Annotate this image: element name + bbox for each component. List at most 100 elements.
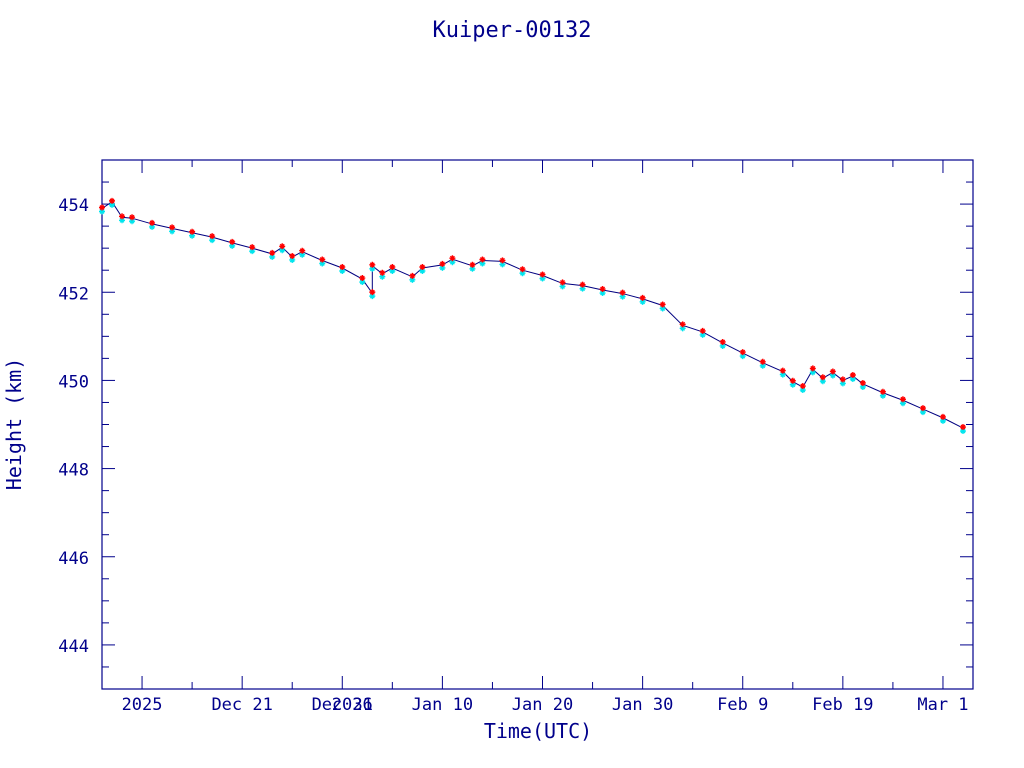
data-point-red: [559, 279, 566, 286]
data-point-cyan: [599, 290, 606, 297]
marker-star-cyan: [519, 270, 526, 277]
data-point-cyan: [109, 201, 116, 208]
data-point-cyan: [679, 325, 686, 332]
data-point-red: [319, 256, 326, 263]
data-point-cyan: [169, 228, 176, 235]
data-point-red: [879, 388, 886, 395]
data-point-red: [209, 233, 216, 240]
marker-star-cyan: [739, 353, 746, 360]
marker-star-red: [129, 214, 136, 221]
data-point-cyan: [289, 256, 296, 263]
chart-title: Kuiper-00132: [433, 18, 592, 43]
data-point-cyan: [229, 242, 236, 249]
marker-star-red: [479, 256, 486, 263]
data-point-cyan: [539, 275, 546, 282]
series-group: [99, 197, 966, 435]
data-point-red: [439, 260, 446, 267]
x-tick-label: Mar 1: [917, 695, 968, 715]
marker-star-red: [859, 379, 866, 386]
marker-star-red: [759, 358, 766, 365]
marker-star-cyan: [599, 290, 606, 297]
y-tick-label: 450: [58, 372, 89, 392]
data-point-red: [959, 424, 966, 431]
data-point-cyan: [759, 362, 766, 369]
marker-star-cyan: [839, 380, 846, 387]
marker-star-cyan: [439, 264, 446, 271]
data-point-cyan: [579, 285, 586, 292]
marker-star-red: [229, 238, 236, 245]
x-tick-label: Dec 31: [312, 695, 373, 715]
marker-star-cyan: [479, 260, 486, 267]
data-point-cyan: [899, 400, 906, 407]
data-point-cyan: [339, 268, 346, 275]
marker-star-red: [639, 294, 646, 301]
marker-star-cyan: [809, 369, 816, 376]
data-point-red: [499, 257, 506, 264]
marker-star-cyan: [579, 285, 586, 292]
marker-star-cyan: [759, 362, 766, 369]
marker-star-cyan: [119, 217, 126, 224]
data-point-cyan: [149, 223, 156, 230]
data-point-red: [639, 294, 646, 301]
data-point-red: [819, 374, 826, 381]
marker-star-red: [739, 349, 746, 356]
data-point-cyan: [389, 268, 396, 275]
marker-star-red: [819, 374, 826, 381]
x-tick-label: Feb 19: [812, 695, 873, 715]
data-point-red: [519, 266, 526, 273]
data-point-red: [469, 261, 476, 268]
marker-star-red: [809, 365, 816, 372]
data-point-cyan: [369, 293, 376, 300]
data-point-cyan: [269, 253, 276, 260]
data-point-cyan: [409, 276, 416, 283]
marker-star-red: [379, 269, 386, 276]
marker-star-cyan: [379, 273, 386, 280]
data-point-red: [339, 264, 346, 271]
y-tick-label: 448: [58, 461, 89, 481]
y-tick-label: 446: [58, 549, 89, 569]
y-axis-label: Height (km): [2, 358, 26, 490]
marker-star-cyan: [289, 256, 296, 263]
marker-star-red: [449, 255, 456, 262]
marker-star-cyan: [419, 268, 426, 275]
marker-star-cyan: [779, 371, 786, 378]
x-tick-label: Jan 20: [512, 695, 573, 715]
marker-star-red: [879, 388, 886, 395]
marker-star-red: [599, 286, 606, 293]
data-point-cyan: [319, 260, 326, 267]
data-point-cyan: [499, 261, 506, 268]
x-tick-label: Feb 9: [717, 695, 768, 715]
marker-star-cyan: [699, 331, 706, 338]
data-point-red: [169, 224, 176, 231]
marker-star-red: [99, 204, 105, 211]
x-tick-label: 2026: [332, 695, 373, 715]
marker-star-red: [539, 271, 546, 278]
marker-star-red: [319, 256, 326, 263]
data-point-cyan: [919, 409, 926, 416]
marker-star-cyan: [99, 208, 105, 215]
data-point-red: [289, 252, 296, 259]
x-tick-label: Jan 30: [612, 695, 673, 715]
data-point-cyan: [779, 371, 786, 378]
marker-star-red: [779, 367, 786, 374]
marker-star-red: [119, 213, 126, 220]
data-point-red: [839, 376, 846, 383]
marker-star-cyan: [959, 428, 966, 435]
data-point-cyan: [719, 342, 726, 349]
data-point-cyan: [829, 372, 836, 379]
data-point-cyan: [369, 265, 376, 272]
data-point-cyan: [809, 369, 816, 376]
marker-star-red: [439, 260, 446, 267]
marker-star-cyan: [619, 293, 626, 300]
data-point-cyan: [789, 381, 796, 388]
marker-star-cyan: [319, 260, 326, 267]
data-point-red: [119, 213, 126, 220]
data-point-red: [249, 244, 256, 251]
marker-star-red: [359, 275, 366, 282]
data-point-cyan: [439, 264, 446, 271]
data-point-cyan: [99, 208, 105, 215]
marker-star-cyan: [359, 279, 366, 286]
data-point-cyan: [619, 293, 626, 300]
data-point-cyan: [479, 260, 486, 267]
